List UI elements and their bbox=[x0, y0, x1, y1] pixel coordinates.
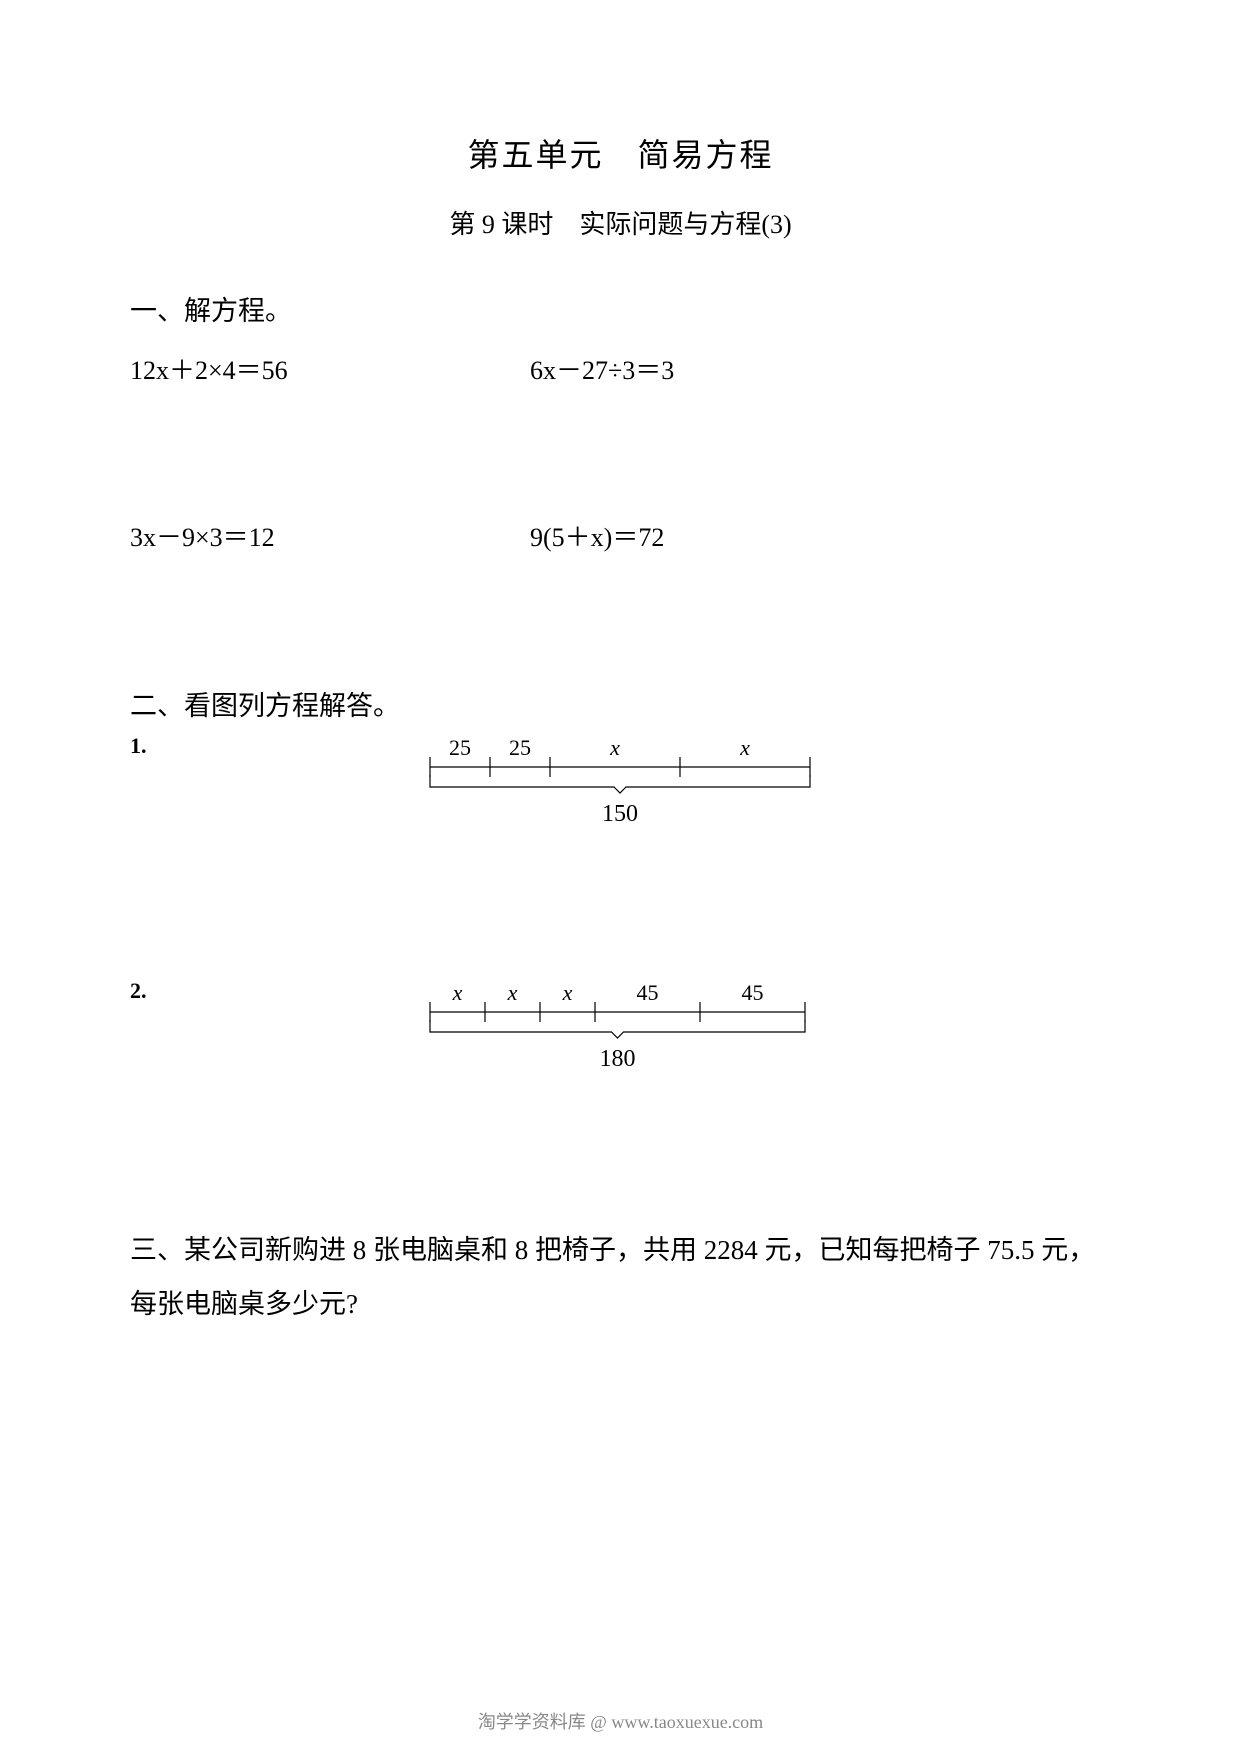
equation: 9(5＋x)＝72 bbox=[530, 517, 1111, 554]
svg-text:25: 25 bbox=[449, 735, 471, 760]
equation-row: 3x－9×3＝12 9(5＋x)＝72 bbox=[130, 517, 1111, 554]
svg-text:x: x bbox=[452, 980, 463, 1005]
svg-text:45: 45 bbox=[637, 980, 659, 1005]
problem-row: 2. x x x 45 45 180 bbox=[130, 978, 1111, 1073]
problem-number: 2. bbox=[130, 978, 410, 1004]
segment-diagram: 25 25 x x 150 bbox=[410, 733, 1111, 828]
svg-text:150: 150 bbox=[602, 801, 638, 823]
svg-text:x: x bbox=[609, 735, 620, 760]
section3-text: 三、某公司新购进 8 张电脑桌和 8 把椅子，共用 2284 元，已知每把椅子 … bbox=[130, 1223, 1111, 1331]
page-footer: 淘学学资料库 @ www.taoxuexue.com bbox=[0, 1708, 1241, 1734]
equation: 12x＋2×4＝56 bbox=[130, 350, 530, 387]
svg-text:45: 45 bbox=[742, 980, 764, 1005]
equation: 6x－27÷3＝3 bbox=[530, 350, 1111, 387]
svg-text:x: x bbox=[739, 735, 750, 760]
section2-heading: 二、看图列方程解答。 bbox=[130, 684, 1111, 723]
svg-text:x: x bbox=[507, 980, 518, 1005]
problem-row: 1. 25 25 x x 150 bbox=[130, 733, 1111, 828]
svg-text:x: x bbox=[562, 980, 573, 1005]
page-subtitle: 第 9 课时 实际问题与方程(3) bbox=[130, 204, 1111, 241]
equation: 3x－9×3＝12 bbox=[130, 517, 530, 554]
equation-row: 12x＋2×4＝56 6x－27÷3＝3 bbox=[130, 350, 1111, 387]
page-title: 第五单元 简易方程 bbox=[130, 130, 1111, 176]
section1-heading: 一、解方程。 bbox=[130, 289, 1111, 328]
svg-text:180: 180 bbox=[600, 1046, 636, 1068]
segment-diagram: x x x 45 45 180 bbox=[410, 978, 1111, 1073]
svg-text:25: 25 bbox=[509, 735, 531, 760]
problem-number: 1. bbox=[130, 733, 410, 759]
